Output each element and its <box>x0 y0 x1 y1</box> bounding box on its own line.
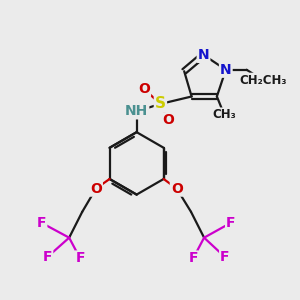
Text: NH: NH <box>125 104 148 118</box>
Text: F: F <box>43 250 52 264</box>
Text: F: F <box>37 216 46 230</box>
Text: CH₃: CH₃ <box>212 108 236 122</box>
Text: F: F <box>226 216 236 230</box>
Text: S: S <box>155 96 166 111</box>
Text: O: O <box>162 113 174 127</box>
Text: O: O <box>138 82 150 96</box>
Text: N: N <box>220 63 232 77</box>
Text: CH₂CH₃: CH₂CH₃ <box>239 74 287 87</box>
Text: O: O <box>90 182 102 196</box>
Text: O: O <box>171 182 183 196</box>
Text: F: F <box>220 250 230 264</box>
Text: F: F <box>75 251 85 266</box>
Text: N: N <box>198 48 209 62</box>
Text: F: F <box>188 251 198 266</box>
